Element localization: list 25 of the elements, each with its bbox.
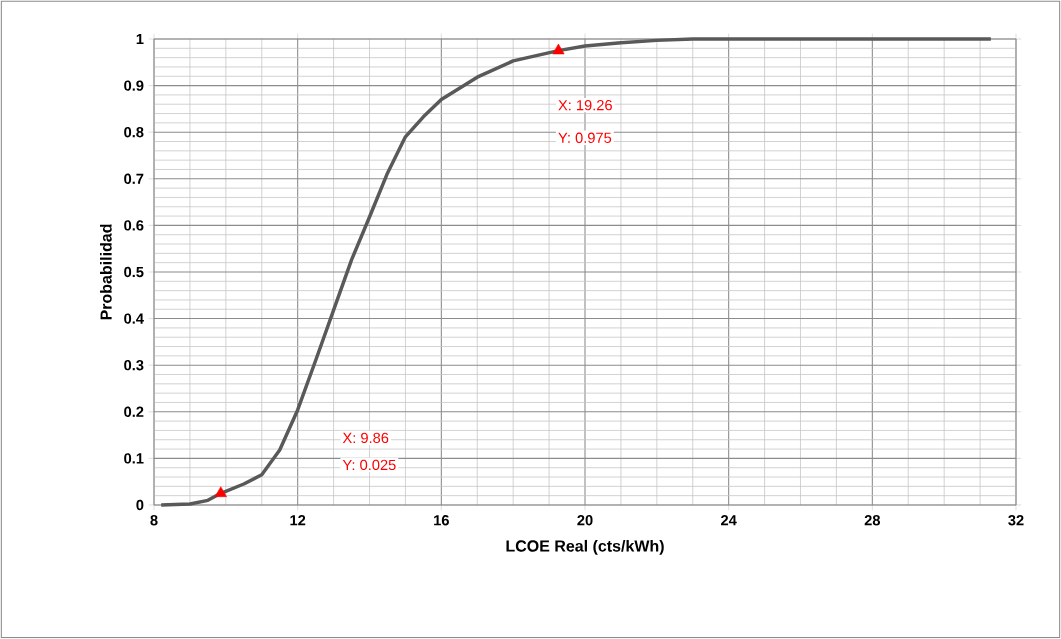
y-tick-label: 0.7 — [124, 173, 144, 184]
y-tick-label: 0.1 — [124, 453, 144, 464]
y-tick-label: 0.6 — [124, 220, 144, 231]
y-tick-label: 0.9 — [124, 80, 144, 91]
y-tick-label: 0.4 — [124, 313, 144, 324]
x-tick-label: 28 — [864, 515, 881, 526]
annotation: Y: 0.025 — [342, 459, 396, 471]
x-tick-label: 20 — [577, 515, 593, 526]
annotation: X: 9.86 — [342, 432, 389, 444]
annotation: X: 19.26 — [558, 99, 612, 111]
y-tick-label: 0.5 — [124, 266, 144, 278]
y-tick-label: 0.8 — [124, 127, 144, 138]
x-axis-title: LCOE Real (cts/kWh) — [506, 539, 664, 555]
x-tick-label: 24 — [721, 515, 737, 526]
y-tick-label: 0.2 — [124, 406, 144, 417]
x-tick-label: 32 — [1008, 515, 1024, 526]
y-axis-title: Probabilidad — [100, 224, 112, 320]
line-series — [159, 37, 993, 507]
x-tick-label: 12 — [290, 515, 306, 526]
y-tick-label: 0 — [136, 499, 144, 511]
y-tick-label: 0.3 — [124, 360, 144, 371]
annotation: Y: 0.975 — [558, 132, 612, 143]
x-tick-label: 8 — [150, 515, 158, 526]
x-tick-label: 16 — [434, 515, 449, 526]
y-tick-label: 1 — [136, 33, 144, 45]
